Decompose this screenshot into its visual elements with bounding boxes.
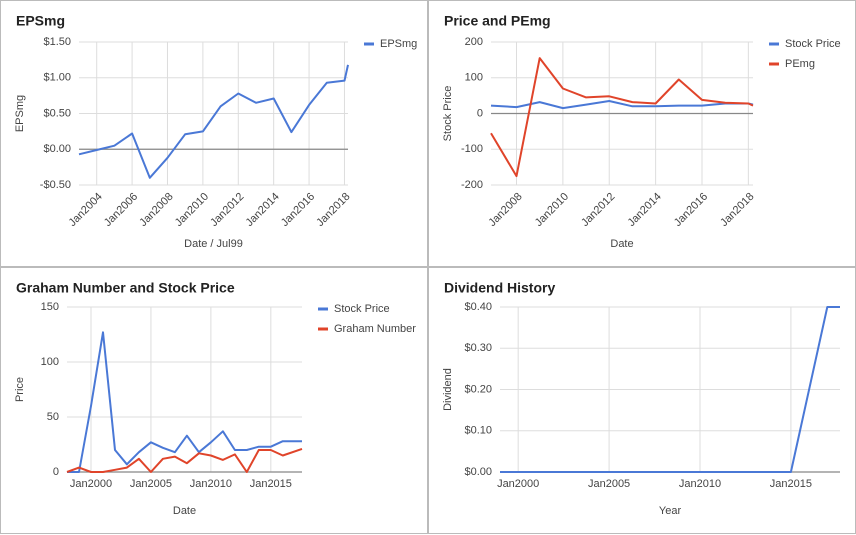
x-tick-label: Jan2000 [497,478,539,490]
y-axis-title: Stock Price [442,86,454,142]
line-series [78,64,349,179]
chart-title: EPSmg [16,13,65,29]
y-axis-title: Price [14,377,26,402]
y-tick-label: $0.50 [43,107,71,119]
y-tick-label: -$0.50 [40,179,71,191]
panel-border [428,0,856,267]
line-series [500,306,840,473]
x-tick-label: Jan2015 [770,478,812,490]
y-tick-label: -200 [461,179,483,191]
chart-panel: Graham Number and Stock Price 0 50 100 150 Ja… [0,267,428,534]
legend-label: EPSmg [380,38,417,50]
legend-label: Stock Price [785,38,841,50]
line-series [67,331,302,473]
y-tick-label: -100 [461,143,483,155]
y-tick-label: 0 [477,107,483,119]
y-tick-label: 200 [465,36,483,48]
y-tick-label: 0 [53,466,59,478]
chart-panel: EPSmg-$0.50$0.00$0.50$1.00$1.50Jan2004Ja… [0,0,428,267]
chart-panel: Dividend History $0.00 $0.10 $0.20 $0.30 $0.4… [428,267,856,534]
x-axis-title: Date [173,505,196,517]
x-axis-title: Date / Jul99 [184,238,243,250]
x-tick-label: Jan2015 [250,478,292,490]
panel-border [0,0,428,267]
panel-border [428,267,856,534]
y-tick-label: $0.30 [464,342,492,354]
chart-title: Dividend History [444,280,555,296]
y-tick-label: $0.00 [43,143,71,155]
chart-title: Graham Number and Stock Price [16,280,235,296]
line-series [490,57,754,178]
x-tick-label: Jan2005 [130,478,172,490]
y-tick-label: $1.50 [43,36,71,48]
x-tick-label: Jan2010 [190,478,232,490]
legend-label: PEmg [785,58,815,70]
y-tick-label: $0.40 [464,301,492,313]
x-axis-title: Year [659,505,682,517]
y-tick-label: 50 [47,411,59,423]
y-tick-label: 100 [41,356,59,368]
y-tick-label: $1.00 [43,72,71,84]
y-tick-label: 150 [41,301,59,313]
y-tick-label: $0.20 [464,383,492,395]
x-tick-label: Jan2010 [679,478,721,490]
y-tick-label: $0.10 [464,425,492,437]
legend-label: Graham Number [334,323,416,335]
y-tick-label: $0.00 [464,466,492,478]
y-axis-title: EPSmg [14,95,26,132]
y-axis-title: Dividend [442,368,454,411]
legend-label: Stock Price [334,303,390,315]
x-tick-label: Jan2005 [588,478,630,490]
line-series [66,447,303,473]
x-axis-title: Date [610,238,633,250]
x-tick-label: Jan2000 [70,478,112,490]
panel-border [0,267,428,534]
y-tick-label: 100 [465,72,483,84]
chart-title: Price and PEmg [444,13,551,29]
